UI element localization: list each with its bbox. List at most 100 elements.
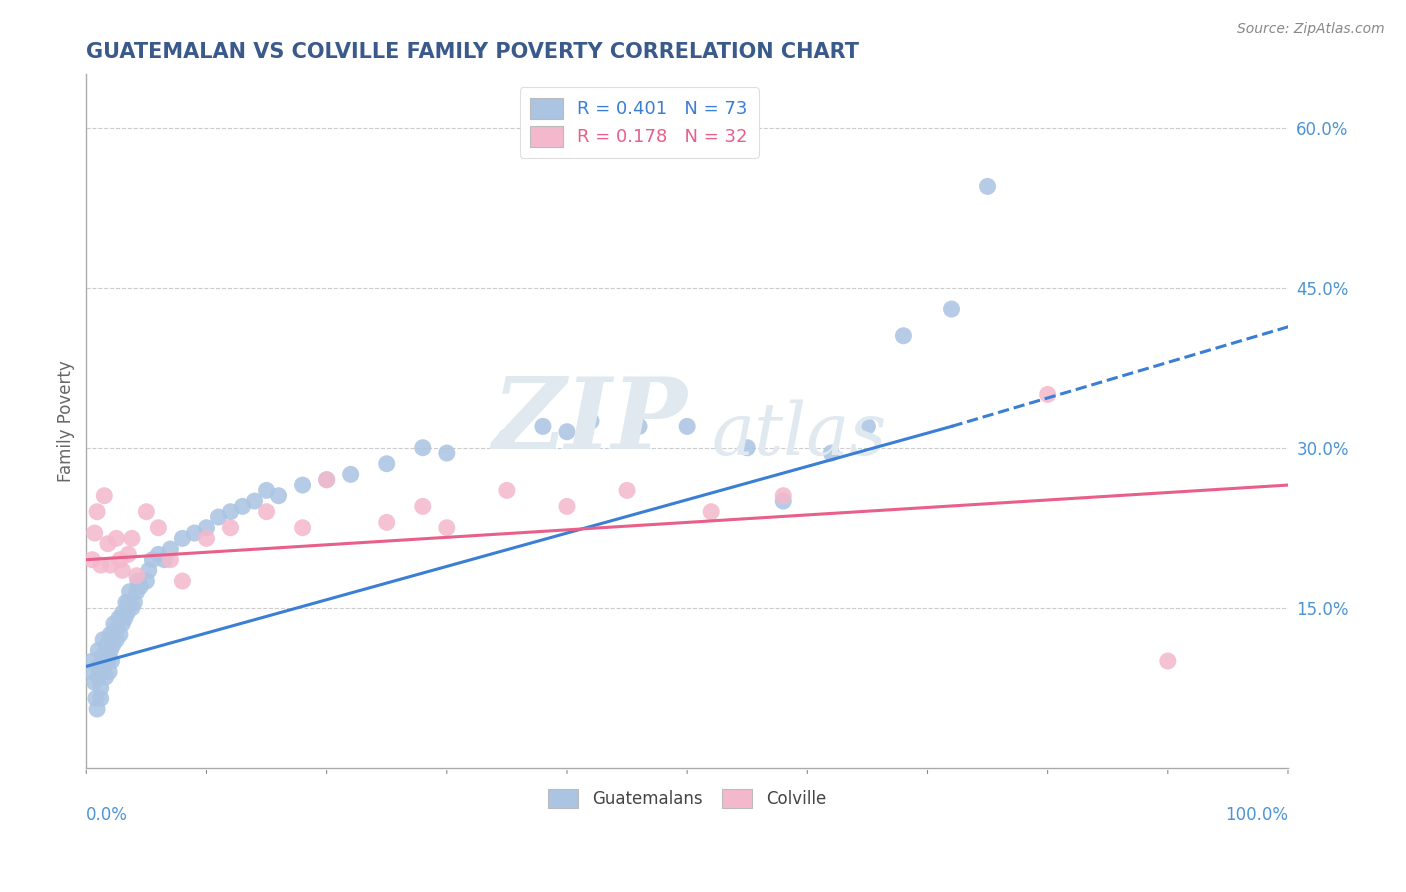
Point <box>105 622 128 636</box>
Point <box>820 446 842 460</box>
Point <box>90 681 112 695</box>
Point <box>101 638 124 652</box>
Point <box>243 494 266 508</box>
Point <box>108 627 131 641</box>
Point <box>100 654 122 668</box>
Point <box>101 627 124 641</box>
Point <box>98 558 121 572</box>
Point <box>735 441 758 455</box>
Point <box>82 654 104 668</box>
Point <box>291 478 314 492</box>
Point <box>339 467 361 482</box>
Point <box>183 526 205 541</box>
Point <box>772 494 794 508</box>
Point <box>531 419 554 434</box>
Point <box>98 627 121 641</box>
Point <box>127 574 149 588</box>
Point <box>231 500 253 514</box>
Point <box>93 489 115 503</box>
Point <box>87 659 110 673</box>
Point <box>105 632 128 647</box>
Point <box>125 584 148 599</box>
Point <box>195 532 218 546</box>
Point <box>98 643 121 657</box>
Point <box>129 579 152 593</box>
Point <box>115 606 138 620</box>
Point <box>91 648 114 663</box>
Point <box>375 516 398 530</box>
Point <box>108 552 131 566</box>
Point <box>111 563 134 577</box>
Point <box>153 552 176 566</box>
Point <box>103 616 125 631</box>
Point <box>219 521 242 535</box>
Point <box>125 568 148 582</box>
Point <box>82 552 104 566</box>
Text: GUATEMALAN VS COLVILLE FAMILY POVERTY CORRELATION CHART: GUATEMALAN VS COLVILLE FAMILY POVERTY CO… <box>86 42 859 62</box>
Point <box>496 430 519 444</box>
Point <box>976 179 998 194</box>
Point <box>207 510 229 524</box>
Point <box>256 483 278 498</box>
Point <box>105 532 128 546</box>
Point <box>172 574 194 588</box>
Point <box>97 537 120 551</box>
Point <box>772 489 794 503</box>
Text: 100.0%: 100.0% <box>1225 805 1288 824</box>
Point <box>87 643 110 657</box>
Point <box>93 659 115 673</box>
Point <box>555 425 578 439</box>
Text: ZIP: ZIP <box>492 373 688 469</box>
Point <box>98 665 121 679</box>
Point <box>856 419 879 434</box>
Point <box>115 595 138 609</box>
Point <box>121 600 143 615</box>
Point <box>135 505 157 519</box>
Text: Source: ZipAtlas.com: Source: ZipAtlas.com <box>1237 22 1385 37</box>
Point <box>315 473 337 487</box>
Legend: Guatemalans, Colville: Guatemalans, Colville <box>541 782 832 814</box>
Point <box>124 595 146 609</box>
Point <box>256 505 278 519</box>
Point <box>90 691 112 706</box>
Point <box>579 414 602 428</box>
Point <box>893 328 915 343</box>
Point <box>107 611 129 625</box>
Point <box>141 552 163 566</box>
Point <box>86 702 108 716</box>
Point <box>496 483 519 498</box>
Point <box>135 574 157 588</box>
Point <box>412 500 434 514</box>
Point <box>616 483 638 498</box>
Point <box>291 521 314 535</box>
Point <box>121 532 143 546</box>
Point <box>148 521 170 535</box>
Point <box>1157 654 1180 668</box>
Point <box>83 675 105 690</box>
Point <box>676 419 699 434</box>
Point <box>436 446 458 460</box>
Point <box>111 616 134 631</box>
Point <box>94 670 117 684</box>
Point <box>118 584 141 599</box>
Point <box>315 473 337 487</box>
Point <box>83 526 105 541</box>
Text: atlas: atlas <box>711 400 887 470</box>
Y-axis label: Family Poverty: Family Poverty <box>58 360 75 482</box>
Point <box>91 632 114 647</box>
Point <box>87 670 110 684</box>
Point <box>117 595 139 609</box>
Point <box>148 548 170 562</box>
Point <box>138 563 160 577</box>
Point <box>1036 387 1059 401</box>
Point <box>159 542 181 557</box>
Point <box>172 532 194 546</box>
Point <box>82 665 104 679</box>
Point <box>117 548 139 562</box>
Point <box>111 606 134 620</box>
Point <box>97 654 120 668</box>
Point <box>90 558 112 572</box>
Point <box>700 505 723 519</box>
Point <box>114 611 136 625</box>
Point <box>219 505 242 519</box>
